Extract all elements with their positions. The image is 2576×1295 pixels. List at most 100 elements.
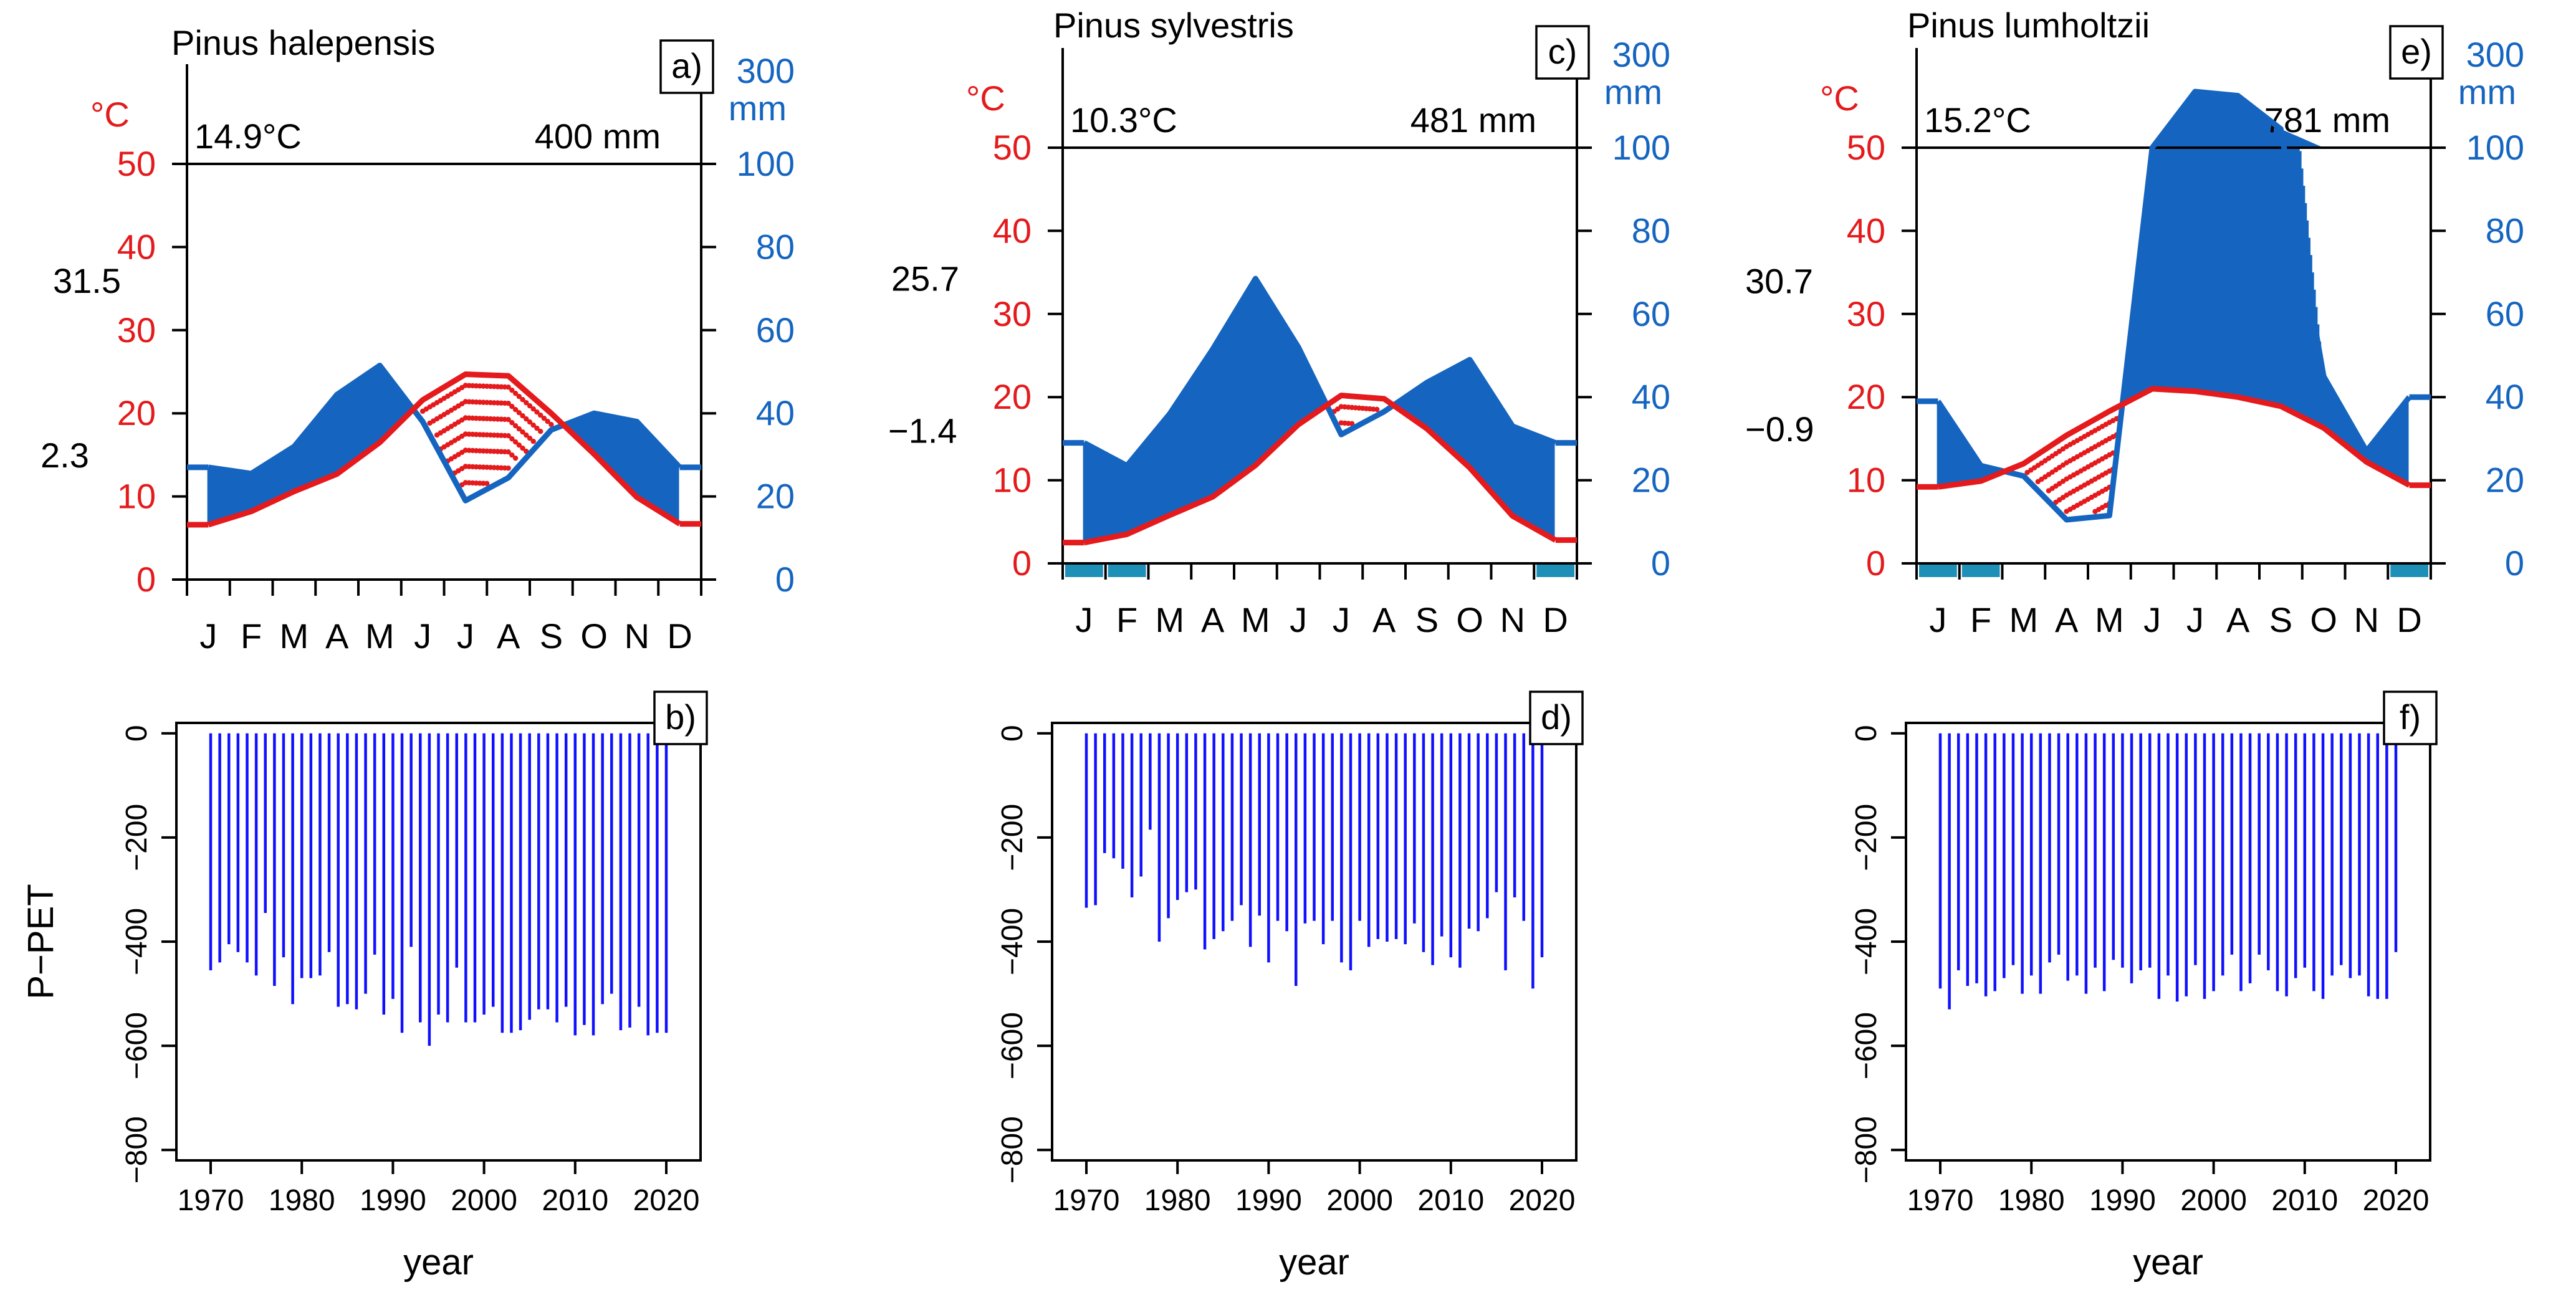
arid-dot [505,384,511,390]
arid-dot [530,406,536,412]
x-tick-label: 2010 [1417,1184,1484,1217]
x-axis-label: year [403,1242,474,1283]
arid-dot [509,403,515,409]
month-label: N [625,616,649,656]
panel-letter: c) [1548,32,1578,71]
max-temp-label: 25.7 [891,259,959,298]
y-right-tick-label: 60 [2486,294,2524,333]
arid-dot [527,403,533,409]
y-left-tick-label: 20 [993,377,1032,416]
temperature-line [1937,386,2411,490]
y-right-tick-label: 100 [1612,128,1670,167]
x-tick-label: 1980 [1998,1184,2065,1217]
y-left-tick-label: 40 [117,227,156,266]
arid-dot [524,432,529,438]
arid-dot [512,390,519,396]
y-left-tick-label: 10 [117,477,156,516]
annual-precip: 781 mm [2264,100,2390,140]
precip-unit-label: mm [729,88,787,128]
frost-month-box [1961,565,2000,577]
month-label: J [1075,600,1093,639]
arid-dot [537,412,543,418]
frost-month-box [1919,565,1957,577]
arid-dot [541,415,547,421]
x-tick-label: 2000 [1326,1184,1393,1217]
frost-month-box [2390,565,2428,577]
month-label: S [540,616,563,656]
y-right-tick-label: 80 [1632,211,1670,250]
month-label: M [1241,600,1270,639]
temp-unit-label: °C [90,95,130,134]
y-right-tick-label: 80 [2486,211,2524,250]
arid-dot [505,400,511,406]
annual-mean-temp: 14.9°C [194,117,302,156]
panel-letter-box [659,39,714,94]
panel-letter-box [1535,25,1590,80]
arid-dot [512,423,519,429]
frost-month-box [1065,565,1103,577]
month-label: A [1372,600,1396,639]
annual-precip: 481 mm [1410,100,1536,140]
precipitation-line [1083,275,1557,469]
month-label: M [1156,600,1185,639]
max-temp-label: 30.7 [1745,261,1813,300]
month-label: O [580,616,608,656]
arid-dot [520,445,525,451]
arid-dot [520,396,525,403]
month-label: M [2095,600,2124,639]
y-right-tick-label: 60 [1632,294,1670,333]
y-right-tick-label: 0 [2505,543,2524,583]
y-right-tick-label: 40 [1632,377,1670,416]
month-label: A [325,616,349,656]
panel-letter-box [2383,691,2438,745]
month-label: J [1290,600,1307,639]
y-right-tick-label: 0 [775,560,795,599]
y-tick-label: −600 [1850,1012,1883,1079]
y-left-tick-label: 30 [1847,294,1885,333]
y-tick-label: 0 [996,725,1029,742]
min-temp-label: −1.4 [888,411,957,451]
month-label: J [1929,600,1946,639]
arid-dot [509,452,515,458]
y-right-tick-label: 20 [1632,461,1670,500]
y-left-tick-label: 0 [1866,543,1885,583]
y-left-tick-label: 20 [117,393,156,432]
month-label: A [1201,600,1225,639]
arid-dot [530,438,536,444]
arid-dot [530,422,536,428]
y-tick-label: −200 [996,804,1029,871]
arid-dot [509,387,515,393]
arid-dot [548,422,554,428]
arid-dot [516,393,522,399]
y-tick-label: −600 [120,1012,153,1079]
arid-dot [516,442,522,448]
arid-dot [512,455,519,461]
month-label: F [1970,600,1991,639]
month-label: S [1415,600,1439,639]
x-tick-label: 1990 [360,1184,426,1217]
x-tick-label: 2010 [2271,1184,2338,1217]
month-label: J [2186,600,2204,639]
precipitation-line [1935,88,2412,523]
month-label: A [497,616,520,656]
x-tick-label: 1980 [269,1184,335,1217]
temperature-line [208,371,681,528]
y-left-tick-label: 40 [993,211,1032,250]
month-label: D [2396,600,2421,639]
y-tick-label: −200 [120,804,153,871]
y-right-top-label: 300 [2466,35,2524,74]
arid-dot [505,432,511,439]
y-right-tick-label: 100 [2466,128,2524,167]
month-label: O [2310,600,2337,639]
arid-dot [484,480,490,487]
x-tick-label: 2020 [633,1184,700,1217]
arid-dot [509,419,515,426]
y-left-tick-label: 0 [1012,543,1032,583]
x-tick-label: 1990 [1235,1184,1302,1217]
x-tick-label: 2020 [2363,1184,2430,1217]
arid-dot [516,409,522,416]
